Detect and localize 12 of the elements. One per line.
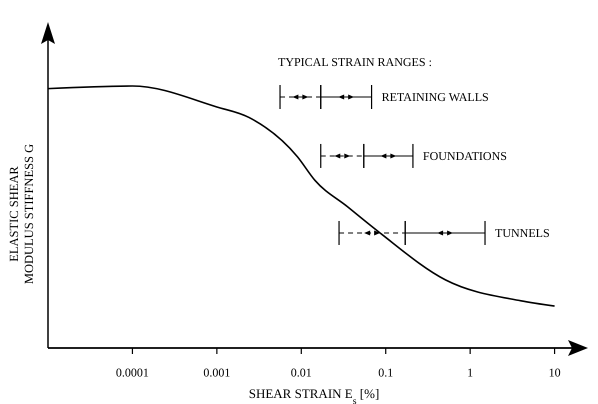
y-axis-title: ELASTIC SHEAR MODULUS STIFFNESS G [7,144,36,284]
legend-label: TUNNELS [495,226,550,240]
legend-label: RETAINING WALLS [382,90,489,104]
text: TYPICAL STRAIN RANGES : [278,55,432,69]
x-tick-label: 1 [467,366,474,380]
x-tick-label: 0.001 [203,366,230,380]
x-axis-title: SHEAR STRAIN E$_{s}$ [%] [248,386,380,404]
x-tick-label: 0.0001 [116,366,149,380]
x-tick-label: 0.01 [290,366,312,380]
x-tick-label: 0.1 [378,366,394,380]
legend-label: FOUNDATIONS [422,148,507,163]
x-tick-label: 10 [548,366,561,380]
